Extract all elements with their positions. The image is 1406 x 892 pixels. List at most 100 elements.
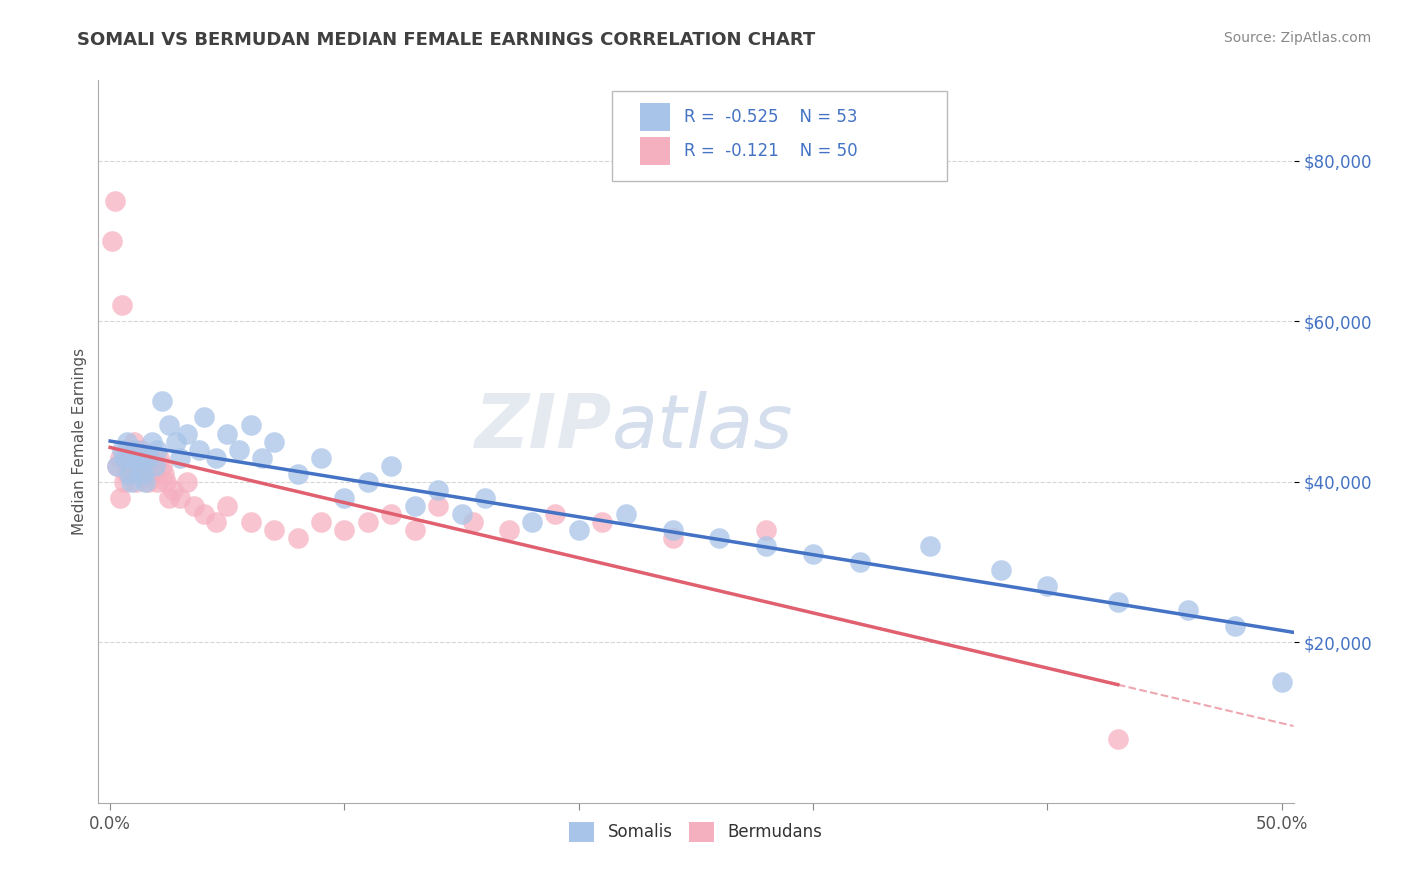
Point	[239, 515, 262, 529]
Point	[333, 491, 356, 505]
Point	[1107, 595, 1129, 609]
Point	[204, 450, 226, 465]
Point	[755, 523, 778, 537]
Point	[849, 555, 872, 569]
Point	[357, 475, 380, 489]
Point	[188, 442, 211, 457]
Point	[661, 523, 683, 537]
Point	[380, 507, 402, 521]
Point	[568, 523, 591, 537]
Point	[132, 467, 155, 481]
Text: SOMALI VS BERMUDAN MEDIAN FEMALE EARNINGS CORRELATION CHART: SOMALI VS BERMUDAN MEDIAN FEMALE EARNING…	[77, 31, 815, 49]
Point	[252, 450, 274, 465]
Point	[118, 442, 141, 457]
Point	[333, 523, 356, 537]
Point	[122, 458, 145, 473]
Point	[127, 458, 149, 473]
Point	[157, 491, 180, 505]
Point	[101, 234, 124, 248]
Point	[176, 475, 198, 489]
Point	[263, 434, 285, 449]
Point	[309, 515, 332, 529]
Point	[136, 450, 159, 465]
Point	[474, 491, 496, 505]
Point	[193, 410, 215, 425]
Point	[520, 515, 543, 529]
Point	[404, 499, 426, 513]
Point	[498, 523, 520, 537]
Point	[132, 458, 155, 473]
Point	[614, 507, 637, 521]
Point	[1223, 619, 1246, 633]
Point	[404, 523, 426, 537]
Point	[129, 442, 152, 457]
Point	[801, 547, 824, 561]
Point	[427, 483, 450, 497]
FancyBboxPatch shape	[640, 103, 669, 131]
Point	[990, 563, 1012, 577]
Point	[920, 539, 942, 553]
Point	[169, 450, 191, 465]
Text: ZIP: ZIP	[475, 391, 613, 464]
FancyBboxPatch shape	[613, 91, 948, 181]
Point	[427, 499, 450, 513]
Point	[122, 434, 145, 449]
Point	[155, 475, 177, 489]
Point	[544, 507, 567, 521]
Point	[105, 458, 128, 473]
Point	[450, 507, 472, 521]
Text: Source: ZipAtlas.com: Source: ZipAtlas.com	[1223, 31, 1371, 45]
Point	[239, 418, 262, 433]
Point	[287, 467, 309, 481]
Point	[115, 434, 138, 449]
Point	[125, 442, 148, 457]
Point	[111, 442, 134, 457]
Point	[1177, 603, 1199, 617]
Point	[125, 475, 148, 489]
Point	[148, 450, 170, 465]
Point	[1036, 579, 1059, 593]
Text: R =  -0.525    N = 53: R = -0.525 N = 53	[685, 108, 858, 126]
Point	[141, 467, 163, 481]
Point	[139, 450, 162, 465]
Point	[463, 515, 485, 529]
Point	[287, 531, 309, 545]
Point	[228, 442, 250, 457]
Point	[153, 467, 176, 481]
Point	[709, 531, 731, 545]
Y-axis label: Median Female Earnings: Median Female Earnings	[72, 348, 87, 535]
Point	[108, 491, 131, 505]
Point	[217, 426, 239, 441]
Point	[263, 523, 285, 537]
Point	[1271, 675, 1294, 690]
Legend: Somalis, Bermudans: Somalis, Bermudans	[562, 815, 830, 848]
Point	[146, 475, 169, 489]
Point	[146, 442, 169, 457]
Point	[115, 467, 138, 481]
Point	[169, 491, 191, 505]
Point	[1107, 731, 1129, 746]
Point	[143, 458, 166, 473]
Text: R =  -0.121    N = 50: R = -0.121 N = 50	[685, 142, 858, 160]
Point	[183, 499, 205, 513]
Point	[217, 499, 239, 513]
Point	[162, 483, 184, 497]
Point	[204, 515, 226, 529]
Point	[104, 194, 127, 208]
Point	[134, 467, 156, 481]
Point	[591, 515, 613, 529]
FancyBboxPatch shape	[640, 137, 669, 165]
Point	[193, 507, 215, 521]
Point	[157, 418, 180, 433]
Point	[165, 434, 187, 449]
Point	[380, 458, 402, 473]
Point	[150, 458, 173, 473]
Point	[120, 475, 142, 489]
Point	[127, 450, 149, 465]
Point	[309, 450, 332, 465]
Point	[357, 515, 380, 529]
Point	[661, 531, 683, 545]
Point	[129, 450, 152, 465]
Point	[112, 450, 135, 465]
Point	[111, 298, 134, 312]
